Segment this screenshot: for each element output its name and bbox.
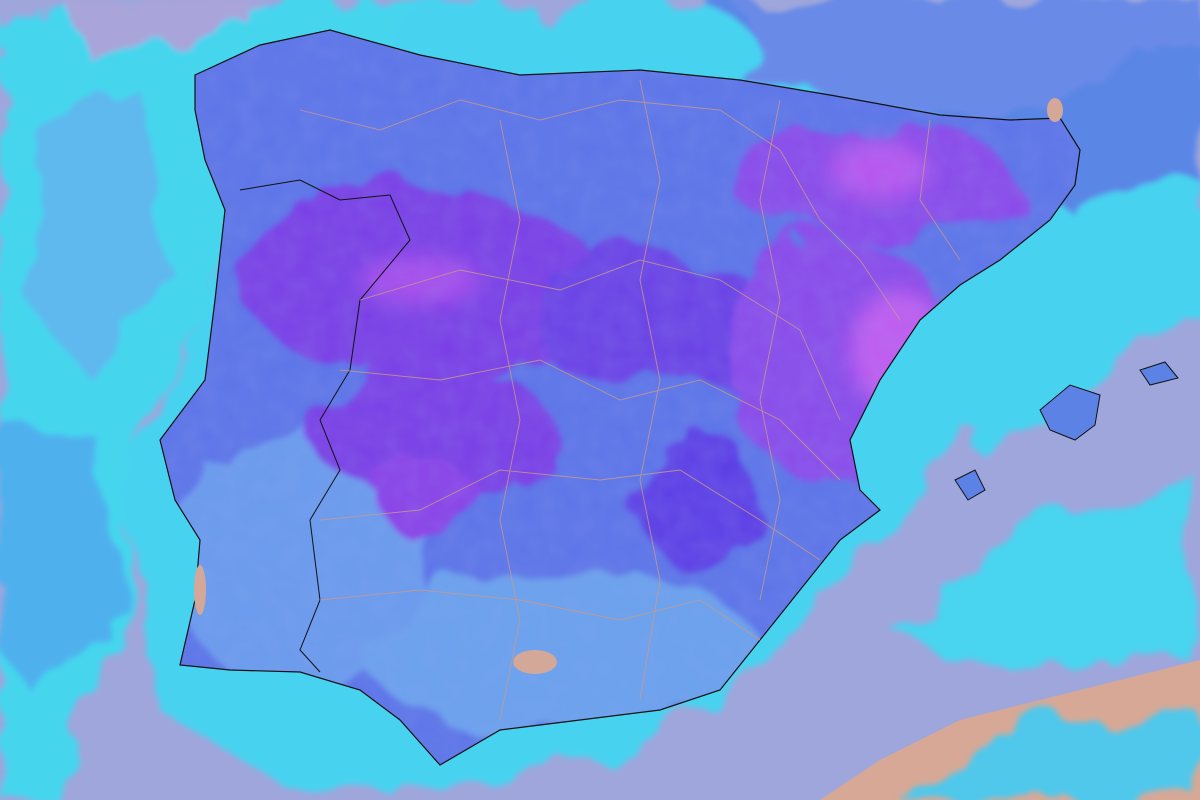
region-border [919,119,961,261]
region-borders [299,79,961,721]
sea-band [0,420,120,700]
ibiza [954,469,986,501]
north-africa-precipitation [900,700,1200,800]
region-border [299,99,901,321]
region-border [759,99,781,601]
dry-spot [194,565,206,615]
sea-band [30,90,160,380]
region-border [319,469,821,561]
sea-band [900,480,1200,680]
region-border [639,79,661,701]
dry-spot [513,650,557,674]
region-border [359,259,841,421]
region-border [319,589,761,641]
menorca [1139,361,1179,386]
region-border [339,359,841,481]
sea-band [60,0,260,60]
dry-spot [1047,98,1063,122]
region-border [499,119,521,721]
france-precipitation [740,0,1200,118]
mallorca [1039,384,1101,441]
